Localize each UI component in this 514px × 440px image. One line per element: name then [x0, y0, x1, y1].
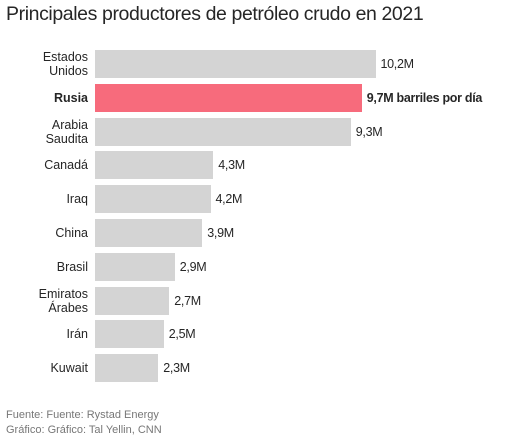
value-label: 2,3M: [163, 361, 190, 376]
bar: [95, 252, 175, 281]
bar: [95, 151, 214, 180]
bar-row: Brasil 2,9M: [0, 252, 514, 281]
bar: [95, 286, 170, 315]
bar: [95, 185, 211, 214]
value-label: 3,9M: [207, 226, 234, 240]
value-label: 2,7M: [174, 293, 201, 308]
bar: [95, 320, 164, 349]
bar-row: Irán 2,5M: [0, 320, 514, 349]
bar-row: Estados Unidos 10,2M: [0, 50, 514, 78]
category-label: Estados Unidos: [42, 50, 88, 78]
category-label: China: [55, 226, 88, 240]
bar-row: Kuwait 2,3M: [0, 354, 514, 383]
value-label: 4,2M: [215, 192, 243, 207]
category-label: Brasil: [56, 259, 88, 274]
bar: [95, 50, 376, 78]
category-label: Iraq: [66, 192, 88, 207]
value-label: 2,9M: [179, 259, 207, 274]
value-label: 9,7M barriles por día: [366, 90, 483, 105]
bar-row: Iraq 4,2M: [0, 185, 514, 214]
value-label: 2,5M: [168, 327, 196, 342]
category-label: Rusia: [53, 90, 88, 105]
category-label: Irán: [66, 327, 88, 342]
value-label: 9,3M: [355, 124, 383, 139]
bar-row: Emiratos Árabes 2,7M: [0, 286, 514, 315]
credit: Gráfico: Gráfico: Tal Yellin, CNN: [6, 424, 162, 436]
value-label: 10,2M: [380, 57, 415, 71]
bar: [95, 219, 203, 247]
category-label: Kuwait: [50, 361, 88, 376]
source: Fuente: Fuente: Rystad Energy: [6, 409, 159, 421]
bar-row: China 3,9M: [0, 219, 514, 247]
category-label: Canadá: [44, 158, 88, 173]
bar-row: Rusia 9,7M barriles por día: [0, 83, 514, 112]
bar: [95, 354, 159, 383]
bar-row: Arabia Saudita 9,3M: [0, 117, 514, 146]
chart-title: Principales productores de petróleo crud…: [6, 3, 424, 25]
bar-row: Canadá 4,3M: [0, 151, 514, 180]
category-label: Emiratos Árabes: [38, 286, 88, 315]
bar: [95, 83, 362, 112]
value-label: 4,3M: [218, 158, 245, 173]
category-label: Arabia Saudita: [45, 117, 88, 146]
bar: [95, 117, 351, 146]
